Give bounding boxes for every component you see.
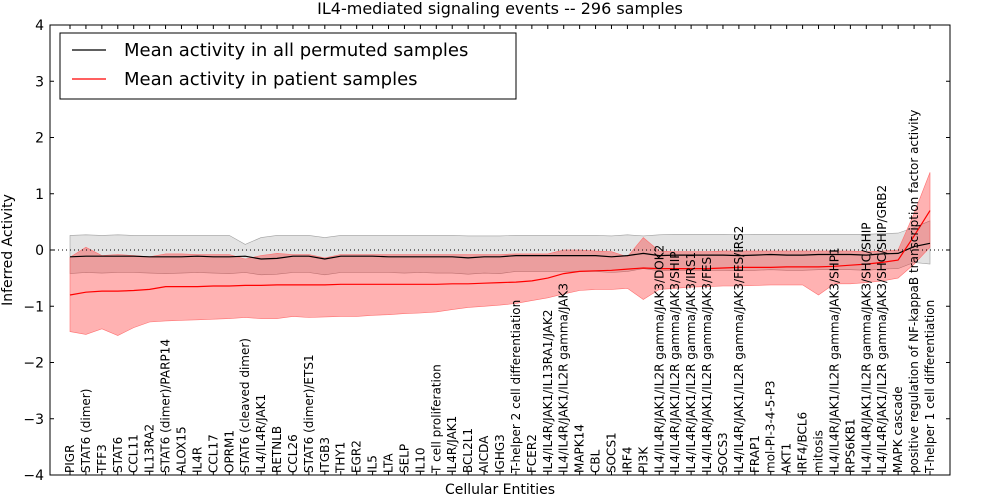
x-tick-label: T-helper 1 cell differentiation xyxy=(923,300,937,474)
band-permuted-samples xyxy=(69,220,931,276)
x-tick-label: RPS6KB1 xyxy=(843,418,857,473)
x-tick-label: OPRM1 xyxy=(222,430,236,473)
x-tick-label: IL4/IL4R/JAK1 xyxy=(254,394,268,473)
chart-title: IL4-mediated signaling events -- 296 sam… xyxy=(317,0,683,18)
x-tick-label: EGR2 xyxy=(350,440,364,473)
x-tick-label: CCL26 xyxy=(286,434,300,473)
x-tick-label: IL4/IL4R/JAK1/IL2R gamma/JAK3/IRS1 xyxy=(684,252,698,473)
series-lines xyxy=(69,210,931,296)
y-tick-label: 2 xyxy=(35,131,44,147)
x-tick-label: FRAP1 xyxy=(748,435,762,473)
x-tick-label: SOCS3 xyxy=(716,432,730,473)
x-tick-label: AKT1 xyxy=(780,443,794,473)
legend-label-patient: Mean activity in patient samples xyxy=(124,69,418,90)
x-tick-label: TFF3 xyxy=(95,444,109,474)
x-tick-label: IL4/IL4R/JAK1/IL2R gamma/JAK3/SHC/SHIP xyxy=(859,222,873,473)
x-tick-label: IL4R xyxy=(190,447,204,473)
x-tick-label: CCL17 xyxy=(206,434,220,473)
x-tick-label: STAT6 (dimer)/PARP14 xyxy=(159,339,173,473)
legend-label-permuted: Mean activity in all permuted samples xyxy=(124,40,468,61)
x-tick-label: ITGB3 xyxy=(318,437,332,473)
x-tick-label: T-helper 2 cell differentiation xyxy=(509,300,523,474)
y-axis-label: Inferred Activity xyxy=(0,194,16,306)
x-tick-label: BCL2L1 xyxy=(461,428,475,473)
x-tick-label: FCER2 xyxy=(525,434,539,473)
y-tick-label: −2 xyxy=(23,356,44,372)
x-tick-label: MAPK14 xyxy=(573,424,587,473)
y-tick-label: 1 xyxy=(35,187,44,203)
x-tick-label: RETNLB xyxy=(270,426,284,473)
x-tick-label: IL4/IL4R/JAK1/IL2R gamma/JAK3/SHP1 xyxy=(827,247,841,473)
x-tick-label: IRF4 xyxy=(620,447,634,473)
x-tick-label: STAT6 (dimer) xyxy=(79,389,93,473)
x-tick-label: mol-PI-3-4-5-P3 xyxy=(764,380,778,473)
x-tick-label: STAT6 (cleaved dimer) xyxy=(238,338,252,473)
x-tick-label: IL4/IL4R/JAK1/IL2R gamma/JAK3 xyxy=(557,283,571,473)
x-tick-label: IL13RA2 xyxy=(143,424,157,473)
x-tick-label: IL5 xyxy=(366,455,380,473)
x-tick-label: ALOX15 xyxy=(175,426,189,473)
x-tick-label: THY1 xyxy=(334,442,348,474)
x-tick-label: LTA xyxy=(382,453,396,473)
x-tick-label: IL4/IL4R/JAK1/IL2R gamma/JAK3/SHIP xyxy=(668,252,682,473)
y-tick-label: −3 xyxy=(23,412,44,428)
y-tick-label: 0 xyxy=(35,243,44,259)
x-tick-label: CCL11 xyxy=(127,434,141,473)
confidence-bands xyxy=(69,172,931,336)
x-tick-label: IL4/IL4R/JAK1/IL2R gamma/JAK3/DOK2 xyxy=(652,245,666,473)
x-tick-label: PI3K xyxy=(636,446,650,473)
x-axis-label: Cellular Entities xyxy=(445,482,555,498)
x-tick-label: CBL xyxy=(589,449,603,473)
x-tick-label: MAPK cascade xyxy=(891,386,905,473)
y-tick-label: 3 xyxy=(35,74,44,90)
legend: Mean activity in all permuted samples Me… xyxy=(59,32,517,100)
x-tick-label: mitosis xyxy=(812,430,826,473)
y-axis: −4 −3 −2 −1 0 1 2 3 4 xyxy=(23,18,950,484)
y-tick-label: −1 xyxy=(23,299,44,315)
legend-box xyxy=(59,32,517,100)
x-tick-label: IL4R/JAK1 xyxy=(445,416,459,473)
x-tick-label: IL10 xyxy=(413,448,427,474)
x-tick-label: IGHG3 xyxy=(493,434,507,473)
line-patient-samples xyxy=(69,210,931,296)
y-tick-label: 4 xyxy=(35,18,44,34)
band-patient-samples xyxy=(69,172,931,336)
x-tick-label: IL4/IL4R/JAK1/IL2R gamma/JAK3/FES/IRS2 xyxy=(732,226,746,473)
x-axis: PIGR STAT6 (dimer) TFF3 STAT6 CCL11 IL13RA2 ST… xyxy=(63,25,937,475)
x-tick-label: SOCS1 xyxy=(605,432,619,473)
x-tick-label: IL4/IL4R/JAK1/IL2R gamma/JAK3/SHC/SHIP/G… xyxy=(875,185,889,473)
x-tick-label: AICDA xyxy=(477,435,491,473)
line-permuted-samples xyxy=(69,242,931,260)
x-tick-label: IRF4/BCL6 xyxy=(796,412,810,473)
x-tick-label: IL4/IL4R/JAK1/IL13RA1/JAK2 xyxy=(541,310,555,474)
x-tick-label: STAT6 xyxy=(111,437,125,473)
x-tick-label: SELP xyxy=(397,444,411,473)
x-tick-label: T cell proliferation xyxy=(429,364,443,474)
y-tick-label: −4 xyxy=(23,468,44,484)
x-tick-label: STAT6 (dimer)/ETS1 xyxy=(302,354,316,473)
x-tick-label: positive regulation of NF-kappaB transcr… xyxy=(907,110,921,473)
x-tick-label: IL4/IL4R/JAK1/IL2R gamma/JAK3/FES xyxy=(700,257,714,473)
x-tick-label: PIGR xyxy=(63,445,77,473)
